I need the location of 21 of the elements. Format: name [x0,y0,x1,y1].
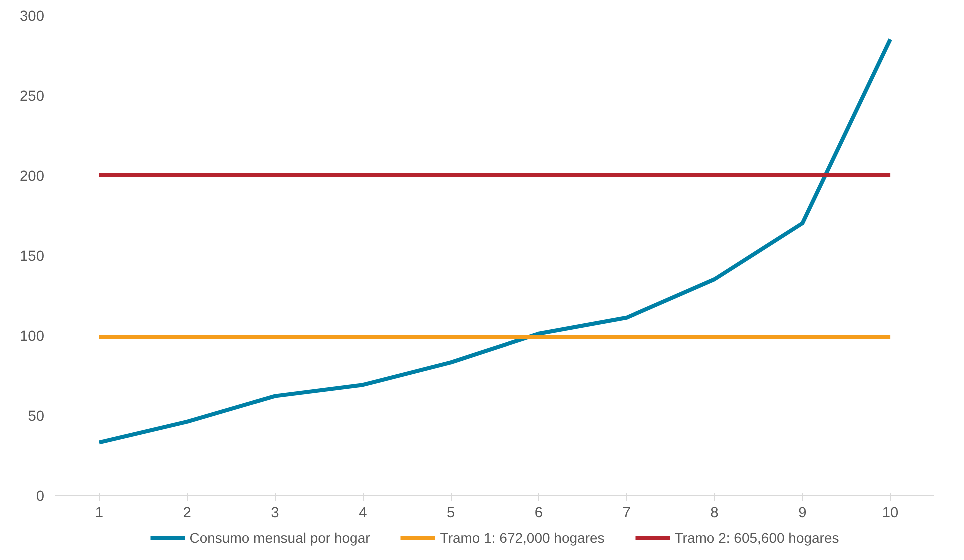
x-tick-label: 3 [271,506,280,522]
line-series [97,38,893,445]
y-tick-label: 0 [36,489,45,505]
x-tick-label: 1 [95,506,104,522]
y-tick-label: 50 [28,409,45,425]
x-tick-label: 6 [534,506,544,522]
y-tick-label: 250 [20,89,45,105]
legend-label: Tramo 2: 605,600 hogares [674,530,840,546]
x-tick-label: 9 [798,506,807,522]
legend-label: Consumo mensual por hogar [190,530,370,546]
y-tick-label: 300 [20,9,45,25]
y-tick-label: 150 [20,249,45,265]
legend-label: Tramo 1: 672,000 hogares [440,530,605,546]
x-tick-label: 8 [710,506,719,522]
y-tick-label: 200 [20,169,45,185]
y-tick-label: 100 [20,329,45,345]
x-tick-label: 7 [622,506,631,522]
x-tick-label: 10 [882,506,899,522]
x-tick-label: 2 [183,506,192,522]
x-tick-label: 4 [359,506,368,522]
x-tick-label: 5 [446,506,456,522]
